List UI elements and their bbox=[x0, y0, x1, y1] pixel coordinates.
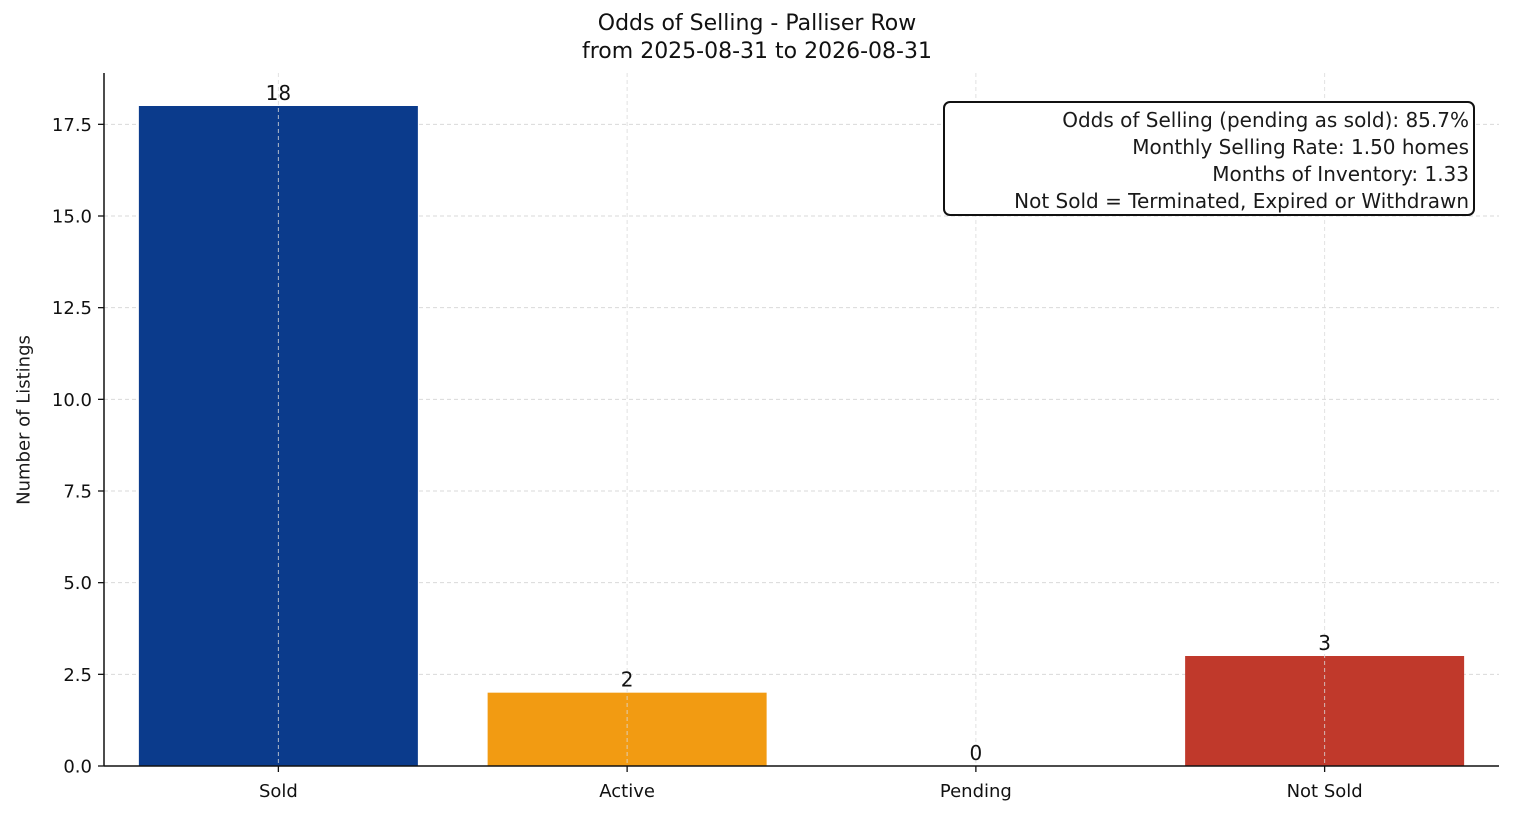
y-tick-label: 7.5 bbox=[63, 482, 92, 503]
axes bbox=[98, 73, 1499, 772]
y-tick-label: 10.0 bbox=[52, 390, 92, 411]
y-tick-label: 2.5 bbox=[63, 665, 92, 686]
chart-title: Odds of Selling - Palliser Row bbox=[597, 11, 917, 36]
y-tick-label: 12.5 bbox=[52, 298, 92, 319]
y-tick-label: 15.0 bbox=[52, 207, 92, 228]
stats-line-inventory: Months of Inventory: 1.33 bbox=[1212, 162, 1469, 186]
stats-line-rate: Monthly Selling Rate: 1.50 homes bbox=[1132, 135, 1469, 159]
stats-line-odds: Odds of Selling (pending as sold): 85.7% bbox=[1062, 108, 1469, 132]
y-tick-label: 17.5 bbox=[52, 115, 92, 136]
bar-sold bbox=[138, 106, 418, 766]
y-tick-label: 0.0 bbox=[63, 757, 92, 778]
chart-subtitle: from 2025-08-31 to 2026-08-31 bbox=[582, 39, 932, 64]
bar-value-label: 18 bbox=[266, 81, 291, 105]
x-tick-label: Pending bbox=[940, 781, 1012, 802]
x-tick-label: Not Sold bbox=[1287, 781, 1363, 802]
bar-value-label: 3 bbox=[1318, 631, 1331, 655]
x-tick-label: Active bbox=[599, 781, 655, 802]
labels: 0.0 2.5 5.0 7.5 10.0 12.5 15.0 17.5 18 Sold 2 Activ… bbox=[52, 81, 1363, 802]
bar-value-label: 2 bbox=[621, 668, 634, 692]
stats-line-note: Not Sold = Terminated, Expired or Withdr… bbox=[1014, 189, 1469, 213]
stats-annotation-box: Odds of Selling (pending as sold): 85.7%… bbox=[943, 101, 1475, 216]
y-tick-label: 5.0 bbox=[63, 573, 92, 594]
x-tick-label: Sold bbox=[259, 781, 298, 802]
bar-value-label: 0 bbox=[970, 741, 983, 765]
